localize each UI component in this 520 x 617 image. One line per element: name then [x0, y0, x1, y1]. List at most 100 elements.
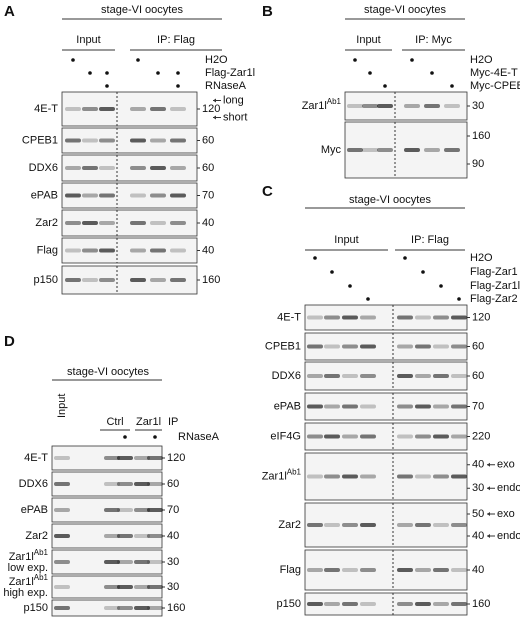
band: [415, 404, 431, 409]
marker-label: 160: [472, 598, 490, 610]
blot-frame: [304, 502, 468, 548]
band: [117, 456, 133, 460]
blot-name-text: eIF4G: [270, 430, 301, 442]
marker-label: 40: [472, 530, 484, 542]
condition-dot: [353, 58, 357, 62]
blot-name-text: 4E-T: [24, 452, 48, 464]
band: [362, 148, 378, 152]
band: [360, 374, 376, 378]
band: [342, 523, 358, 527]
blot-name-text: p150: [34, 274, 58, 286]
band: [99, 278, 115, 282]
condition-dot: [156, 71, 160, 75]
group-label: Input: [334, 234, 358, 246]
band: [147, 585, 163, 589]
blot-name: DDX6: [272, 370, 301, 382]
band: [54, 534, 70, 538]
blot-name-text: ePAB: [31, 189, 58, 201]
band: [433, 404, 449, 409]
blot-name: ePAB: [274, 400, 301, 412]
band: [397, 602, 413, 606]
marker-label: 70: [167, 504, 179, 516]
blot-name: Zar1lAb1: [302, 97, 342, 112]
blot-name: p150: [24, 602, 48, 614]
condition-dot: [366, 297, 370, 301]
band: [54, 508, 70, 512]
blot-name-text: 4E-T: [34, 103, 58, 115]
band: [451, 315, 467, 320]
band: [433, 434, 449, 439]
band: [134, 534, 150, 538]
band: [415, 523, 431, 527]
band: [307, 474, 323, 479]
band: [54, 482, 70, 486]
annotation-head: [213, 115, 216, 120]
band: [307, 374, 323, 378]
annotation: endo: [497, 530, 520, 542]
blot-name: Zar1lAb1: [9, 573, 49, 588]
band: [360, 474, 376, 479]
marker-label: 40: [167, 530, 179, 542]
condition-dot: [430, 71, 434, 75]
band: [342, 602, 358, 606]
band: [170, 278, 186, 282]
annotation-head: [487, 486, 490, 491]
condition-label: H2O: [470, 252, 493, 264]
band: [324, 315, 340, 320]
annotation-head: [487, 534, 490, 538]
condition-dot: [313, 256, 317, 260]
group-label: Input: [356, 34, 380, 46]
annotation: endo: [497, 482, 520, 494]
band: [117, 585, 133, 589]
band: [324, 344, 340, 349]
condition-dot: [330, 270, 334, 274]
band: [377, 148, 393, 152]
panel-title: stage-VI oocytes: [101, 4, 183, 16]
band: [324, 568, 340, 572]
blot-name: Zar2: [25, 530, 48, 542]
annotation: short: [223, 111, 247, 123]
condition-dot: [176, 71, 180, 75]
group-label: Zar1l: [136, 416, 161, 428]
band: [99, 248, 115, 253]
band: [360, 568, 376, 572]
band: [397, 315, 413, 320]
band: [117, 508, 133, 512]
blot-name: CPEB1: [265, 340, 301, 352]
band: [342, 374, 358, 378]
marker-label: 60: [202, 134, 214, 146]
blot-name-text: ePAB: [21, 504, 48, 516]
band: [362, 104, 378, 108]
band: [433, 374, 449, 378]
ip-label: IP: [168, 416, 178, 428]
band: [415, 474, 431, 479]
band: [415, 374, 431, 378]
band: [99, 107, 115, 111]
band: [451, 602, 467, 606]
band: [444, 148, 460, 152]
blot-note: low exp.: [8, 562, 48, 574]
marker-label: 220: [472, 430, 490, 442]
band: [433, 568, 449, 572]
blot-frame: [304, 392, 468, 421]
band: [307, 602, 323, 606]
band: [397, 374, 413, 378]
annotation-head: [487, 512, 490, 516]
band: [104, 585, 120, 589]
blot-name-text: Zar1l: [262, 470, 287, 482]
band: [147, 482, 163, 486]
blot-name-sup: Ab1: [34, 573, 49, 582]
panel-label: D: [4, 333, 15, 350]
condition-dot: [421, 270, 425, 274]
band: [54, 606, 70, 610]
condition-label: RNaseA: [205, 80, 247, 92]
band: [324, 404, 340, 409]
band: [397, 474, 413, 479]
band: [130, 138, 146, 143]
band: [150, 193, 166, 198]
band: [130, 278, 146, 282]
band: [342, 344, 358, 349]
blot-name-sup: Ab1: [287, 468, 302, 477]
panel-label: B: [262, 3, 273, 20]
